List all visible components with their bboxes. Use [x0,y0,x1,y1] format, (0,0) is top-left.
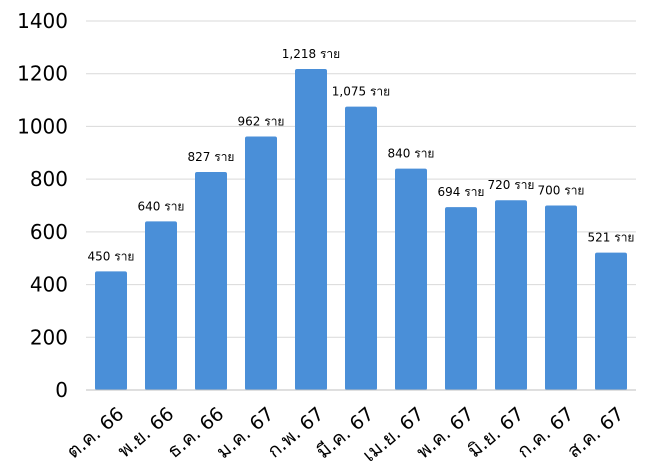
y-tick-label: 0 [55,378,68,402]
data-label: 694 ราย [438,185,485,199]
bar [545,205,577,390]
bar [595,252,627,390]
data-label: 521 ราย [588,231,635,245]
x-axis-ticks: ต.ค. 66พ.ย. 66ธ.ค. 66ม.ค. 67ก.พ. 67มี.ค.… [62,403,628,466]
bar [345,106,377,391]
data-labels: 450 ราย 640 ราย 827 ราย 962 ราย 1,218 ราย 1,0… [88,47,635,263]
data-label: 840 ราย [388,147,435,161]
bar [395,168,427,390]
y-tick-label: 1000 [17,114,68,138]
y-tick-label: 800 [30,167,68,191]
x-tick-label: ต.ค. 66 [62,403,128,463]
data-label: 1,075 ราย [332,85,390,99]
x-tick-label: ส.ค. 67 [563,403,628,463]
data-label: 640 ราย [138,199,185,213]
data-label: 720 ราย [488,178,535,192]
data-label: 1,218 ราย [282,47,340,61]
data-label: 700 ราย [538,184,585,198]
bar [95,271,127,390]
y-axis-ticks: 0 200 400 600 800 1000 1200 1400 [17,9,68,402]
y-tick-label: 1400 [17,9,68,33]
bar [495,200,527,390]
x-tick-label: พ.ค. 67 [412,403,478,463]
y-tick-label: 1200 [17,62,68,86]
bars [95,68,627,391]
y-tick-label: 200 [30,325,68,349]
bar [445,207,477,390]
bar [245,136,277,390]
bar [295,68,327,390]
bar [195,172,227,390]
bar [145,221,177,390]
data-label: 450 ราย [88,249,135,263]
data-label: 962 ราย [238,114,285,128]
y-tick-label: 600 [30,220,68,244]
x-tick-label: ม.ค. 67 [212,403,278,463]
data-label: 827 ราย [188,150,235,164]
y-tick-label: 400 [30,273,68,297]
